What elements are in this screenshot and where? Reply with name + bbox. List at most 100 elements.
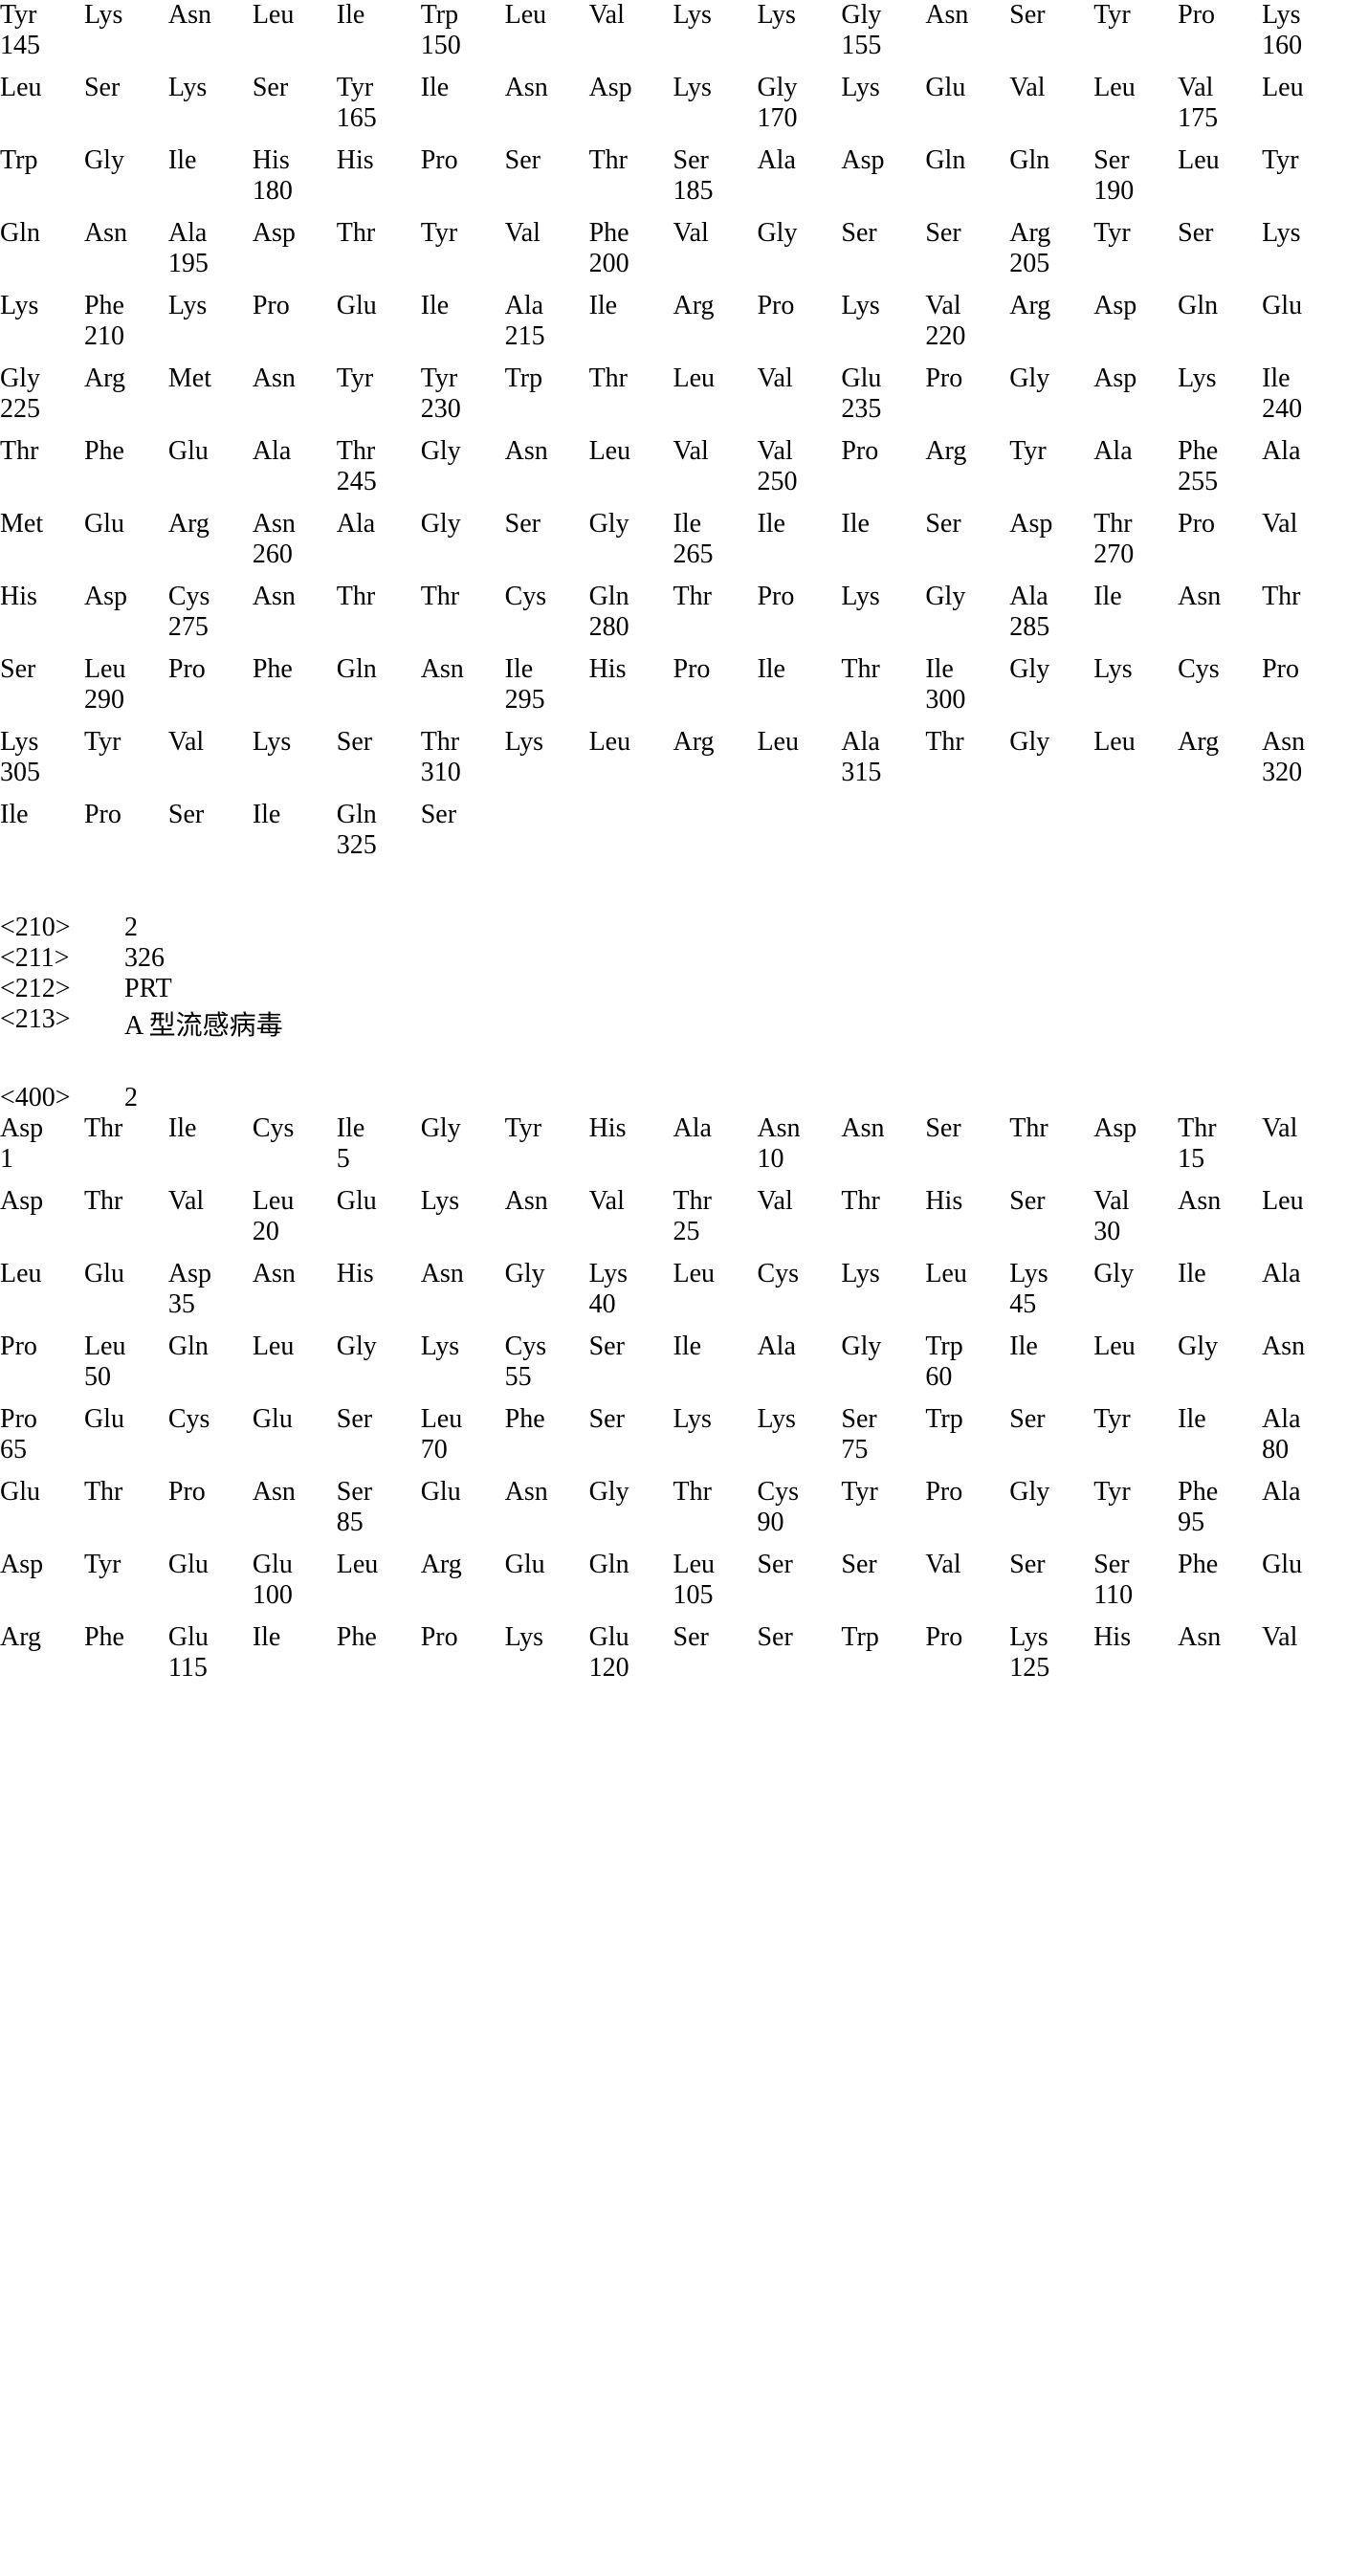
position-number-cell: 50 [84,1362,168,1393]
amino-acid-cell: Cys [505,1332,589,1362]
amino-acid-cell: Asn [1178,1186,1262,1217]
amino-acid-cell: Leu [589,727,673,758]
row-gap [0,1320,1346,1332]
row-gap [0,1465,1346,1477]
amino-acid-cell: Tyr [505,1113,589,1144]
amino-acid-cell: Leu [1093,1332,1178,1362]
position-number-cell [1093,31,1178,61]
row-gap [0,570,1346,582]
position-number-cell: 310 [421,758,505,788]
position-number-cell [421,103,505,134]
position-number-row: 100 105 110 [0,1580,1346,1611]
position-number-cell [841,1144,925,1175]
amino-acid-cell: Tyr [1093,1477,1178,1508]
position-number-cell: 275 [168,612,253,643]
amino-acid-cell: Val [1262,1113,1346,1144]
position-number-cell [505,31,589,61]
amino-acid-cell: Lys [673,1404,758,1435]
amino-acid-cell: Cys [1178,654,1262,685]
position-number-cell: 155 [841,31,925,61]
amino-acid-cell: Lys [841,291,925,321]
amino-acid-cell: Cys [505,582,589,612]
amino-acid-cell: Asn [253,1477,337,1508]
position-number-cell: 250 [757,467,841,497]
position-number-cell: 75 [841,1435,925,1465]
amino-acid-cell: Thr [84,1186,168,1217]
position-number-cell [1093,1289,1178,1320]
position-number-cell [1178,758,1262,788]
amino-acid-cell: Lys [1093,654,1178,685]
amino-acid-cell: Met [0,509,84,539]
amino-acid-cell: Lys [841,73,925,103]
position-number-row: 354045 [0,1289,1346,1320]
amino-acid-cell: Lys [168,291,253,321]
amino-acid-cell: Asp [841,145,925,176]
row-gap [0,1393,1346,1404]
position-number-cell [505,249,589,279]
amino-acid-row: HisAspCysAsnThrThrCysGlnThrProLysGlyAlaI… [0,582,1346,612]
position-number-cell [1093,321,1178,352]
position-number-cell: 105 [673,1580,758,1611]
position-number-cell [505,612,589,643]
amino-acid-cell: Asp [168,1259,253,1289]
amino-acid-cell: Ser [673,1622,758,1653]
position-number-cell: 5 [337,1144,421,1175]
position-number-cell [168,685,253,716]
position-number-cell [337,1289,421,1320]
position-number-cell [841,103,925,134]
position-number-cell [84,830,168,861]
amino-acid-row: MetGluArgAsnAlaGlySerGlyIleIleIleSerAspT… [0,509,1346,539]
position-number-cell [0,830,84,861]
amino-acid-cell: Ser [757,1550,841,1580]
position-number-cell [0,1653,84,1684]
position-number-cell [841,1580,925,1611]
position-number-cell [84,1289,168,1320]
position-number-cell [841,1653,925,1684]
amino-acid-cell: Asp [1009,509,1093,539]
position-number-cell: 115 [168,1653,253,1684]
amino-acid-cell: Ser [841,1404,925,1435]
position-number-cell: 110 [1093,1580,1178,1611]
position-number-cell: 100 [253,1580,337,1611]
amino-acid-cell: Ala [168,218,253,249]
position-number-cell [589,467,673,497]
amino-acid-cell: Leu [673,1550,758,1580]
position-number-cell [168,103,253,134]
amino-acid-cell: Pro [925,1477,1009,1508]
position-number-cell [925,1580,1009,1611]
position-number-cell: 160 [1262,31,1346,61]
position-number-cell [1009,1362,1093,1393]
amino-acid-cell: Thr [589,363,673,394]
amino-acid-cell: Asn [168,0,253,31]
position-number-cell [1009,394,1093,425]
amino-acid-cell: Asn [421,1259,505,1289]
amino-acid-cell: Ala [505,291,589,321]
amino-acid-cell: Gly [505,1259,589,1289]
amino-acid-cell: Val [1262,1622,1346,1653]
position-number-cell [673,394,758,425]
position-number-cell [1093,1362,1178,1393]
position-number-cell [1178,321,1262,352]
position-number-cell [673,103,758,134]
position-number-cell [589,31,673,61]
amino-acid-cell: Gly [1093,1259,1178,1289]
position-number-cell [757,1289,841,1320]
position-number-cell: 165 [337,103,421,134]
position-number-cell [1009,467,1093,497]
position-number-cell [421,321,505,352]
amino-acid-cell: Ile [421,73,505,103]
position-number-cell: 225 [0,394,84,425]
amino-acid-cell: Thr [673,582,758,612]
amino-acid-cell: Arg [925,436,1009,467]
amino-acid-cell: Ala [253,436,337,467]
amino-acid-cell: Ser [589,1404,673,1435]
amino-acid-cell: Pro [841,436,925,467]
position-number-cell [337,176,421,207]
position-number-cell [673,1362,758,1393]
meta-value: 2 [124,913,138,943]
amino-acid-cell: Ile [1178,1404,1262,1435]
amino-acid-cell: Asp [0,1186,84,1217]
position-number-cell [673,1144,758,1175]
amino-acid-cell: Glu [168,1550,253,1580]
amino-acid-cell: Asn [1262,1332,1346,1362]
